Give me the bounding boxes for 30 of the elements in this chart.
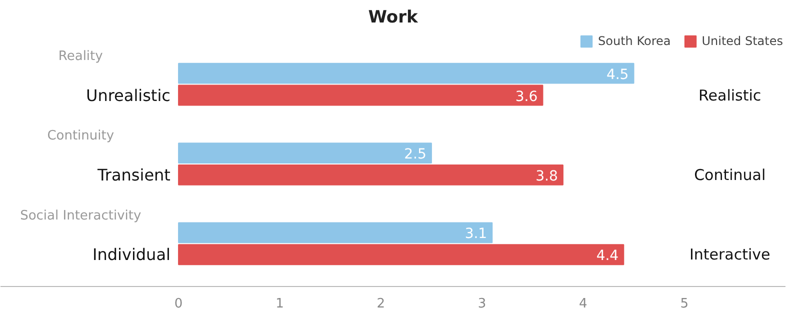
x-tick-label: 2 bbox=[376, 296, 386, 310]
bar bbox=[178, 62, 634, 84]
bar bbox=[178, 164, 564, 186]
text: Continuity bbox=[47, 128, 114, 144]
data-label: 4.4 bbox=[596, 248, 619, 264]
annotation: Realistic bbox=[698, 86, 762, 104]
data-label: 4.5 bbox=[606, 66, 629, 83]
text: Social Interactivity bbox=[20, 208, 142, 224]
annotation: Continual bbox=[694, 166, 766, 184]
y-tick-label: Transient bbox=[96, 165, 170, 184]
x-tick-label: 5 bbox=[680, 296, 688, 310]
data-label: 3.1 bbox=[464, 226, 488, 242]
bar bbox=[178, 244, 624, 266]
data-label: 3.8 bbox=[536, 168, 558, 184]
x-tick-label: 3 bbox=[478, 296, 486, 310]
x-tick-label: 4 bbox=[579, 296, 588, 310]
bar bbox=[178, 142, 432, 164]
bar bbox=[178, 222, 493, 244]
x-tick-label: 0 bbox=[174, 296, 183, 310]
x-tick-label: 1 bbox=[276, 296, 284, 310]
bar bbox=[178, 84, 544, 106]
y-tick-label: Individual bbox=[92, 245, 170, 264]
text: Reality bbox=[58, 48, 104, 64]
annotation: Interactive bbox=[689, 246, 770, 264]
y-tick-label: Unrealistic bbox=[86, 86, 170, 105]
legend-label: United States bbox=[702, 34, 783, 48]
data-label: 2.5 bbox=[404, 146, 426, 163]
legend-label: South Korea bbox=[598, 34, 671, 48]
chart-title: Work bbox=[368, 8, 418, 28]
data-label: 3.6 bbox=[515, 88, 538, 105]
